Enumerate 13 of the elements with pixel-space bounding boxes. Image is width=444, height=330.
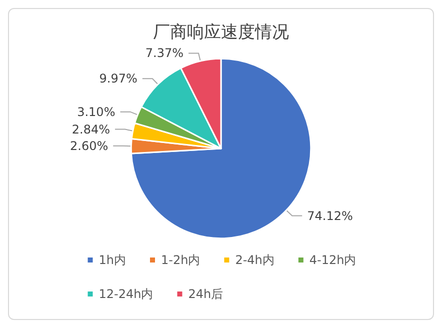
data-label: 9.97% — [99, 72, 138, 86]
legend-label: 24h后 — [188, 287, 224, 301]
legend-label: 2-4h内 — [235, 253, 274, 267]
legend-label: 4-12h内 — [309, 253, 356, 267]
legend-label: 12-24h内 — [98, 287, 154, 301]
legend-label: 1-2h内 — [160, 253, 200, 267]
data-label: 2.60% — [70, 138, 108, 153]
chart-title: 厂商响应速度情况 — [153, 22, 289, 42]
data-label: 2.84% — [72, 122, 110, 136]
data-label: 7.37% — [145, 46, 184, 60]
data-label: 74.12% — [307, 208, 353, 223]
legend-label: 1h内 — [98, 253, 126, 267]
data-label: 3.10% — [77, 104, 116, 119]
